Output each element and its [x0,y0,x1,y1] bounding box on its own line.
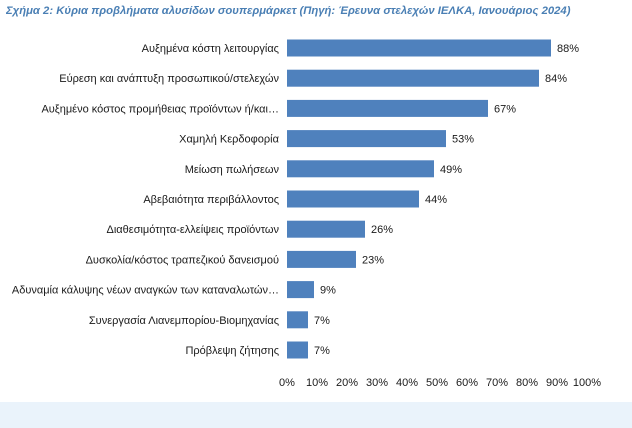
value-label: 84% [545,73,567,85]
bar [287,220,365,238]
category-label: Χαμηλή Κερδοφορία [179,134,280,146]
value-label: 9% [320,285,336,297]
category-label: Μείωση πωλήσεων [185,164,280,176]
chart-area: Αυξημένα κόστη λειτουργίας 88% Εύρεση και … [0,24,632,400]
category-label: Δυσκολία/κόστος τραπεζικού δανεισμού [86,254,279,266]
value-label: 7% [314,345,330,357]
bar [287,39,551,57]
x-tick-label: 30% [366,377,388,389]
bar [287,160,434,178]
bar [287,341,308,359]
x-tick-label: 100% [573,377,601,389]
value-label: 49% [440,164,462,176]
bar [287,130,446,148]
bar [287,69,539,87]
value-label: 53% [452,134,474,146]
category-label: Αυξημένο κόστος προμήθειας προϊόντων ή/κ… [41,103,279,115]
category-label: Πρόβλεψη ζήτησης [185,345,279,357]
x-tick-label: 60% [456,377,478,389]
category-label: Συνεργασία Λιανεμπορίου-Βιομηχανίας [89,315,279,327]
value-label: 67% [494,103,516,115]
x-tick-label: 0% [279,377,295,389]
value-label: 23% [362,254,384,266]
category-label: Διαθεσιμότητα-ελλείψεις προϊόντων [107,224,280,236]
x-tick-label: 90% [546,377,568,389]
bar [287,311,308,329]
bar [287,281,314,299]
x-tick-label: 10% [306,377,328,389]
page-footer-band [0,402,632,428]
category-label: Αβεβαιότητα περιβάλλοντος [143,194,279,206]
value-label: 26% [371,224,393,236]
bar-chart: Αυξημένα κόστη λειτουργίας 88% Εύρεση και … [12,39,601,389]
x-tick-label: 50% [426,377,448,389]
category-label: Αυξημένα κόστη λειτουργίας [142,43,279,55]
category-label: Εύρεση και ανάπτυξη προσωπικού/στελεχών [59,73,279,85]
category-label: Αδυναμία κάλυψης νέων αναγκών των κατανα… [12,285,279,297]
value-label: 88% [557,43,579,55]
x-tick-label: 80% [516,377,538,389]
value-label: 44% [425,194,447,206]
bar [287,99,488,117]
bar [287,190,419,208]
chart-caption: Σχήμα 2: Κύρια προβλήματα αλυσίδων σουπε… [6,5,571,17]
bar [287,250,356,268]
x-tick-label: 40% [396,377,418,389]
x-tick-label: 70% [486,377,508,389]
x-tick-label: 20% [336,377,358,389]
value-label: 7% [314,315,330,327]
